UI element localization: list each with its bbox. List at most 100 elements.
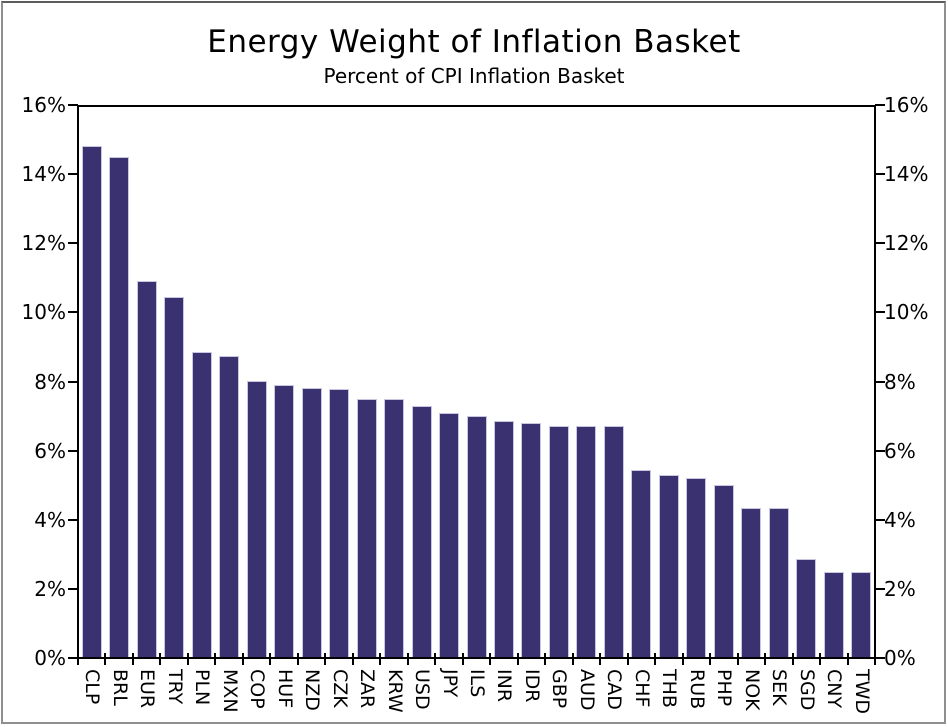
x-label-SEK: SEK xyxy=(768,669,791,706)
y-label-left-4: 4% xyxy=(34,508,66,532)
x-axis-tick xyxy=(572,653,574,665)
x-axis-tick xyxy=(682,653,684,665)
bar-ZAR xyxy=(356,399,377,658)
bar-COP xyxy=(246,381,267,658)
x-axis-tick xyxy=(489,653,491,665)
x-label-CAD: CAD xyxy=(603,669,626,710)
x-label-BRL: BRL xyxy=(108,669,131,706)
y-tick-right xyxy=(875,242,885,244)
y-tick-right xyxy=(875,311,885,313)
bar-NZD xyxy=(301,388,322,658)
y-label-right-10: 10% xyxy=(884,300,929,324)
x-axis-tick xyxy=(77,653,79,665)
x-label-PHP: PHP xyxy=(713,669,736,707)
x-label-IDR: IDR xyxy=(520,669,543,703)
bar-THB xyxy=(658,475,679,658)
x-label-SGD: SGD xyxy=(795,669,818,711)
x-axis-tick xyxy=(654,653,656,665)
bar-EUR xyxy=(136,281,157,658)
y-tick-right xyxy=(875,450,885,452)
x-label-HUF: HUF xyxy=(273,669,296,709)
x-axis-tick xyxy=(242,653,244,665)
y-tick-right xyxy=(875,173,885,175)
y-label-left-14: 14% xyxy=(21,162,66,186)
x-axis-tick xyxy=(462,653,464,665)
x-axis-tick xyxy=(434,653,436,665)
x-axis xyxy=(77,657,876,659)
x-axis-tick xyxy=(764,653,766,665)
y-label-left-16: 16% xyxy=(21,93,66,117)
bar-JPY xyxy=(439,413,460,658)
bar-KRW xyxy=(384,399,405,658)
bar-TRY xyxy=(164,297,185,658)
bar-CHF xyxy=(631,470,652,658)
x-axis-tick xyxy=(709,653,711,665)
x-label-COP: COP xyxy=(246,669,269,709)
x-label-INR: INR xyxy=(493,669,516,703)
plot-area xyxy=(78,105,875,658)
x-axis-tick xyxy=(737,653,739,665)
bar-CAD xyxy=(603,426,624,658)
bar-PLN xyxy=(191,352,212,658)
x-label-NOK: NOK xyxy=(740,669,763,711)
x-label-CNY: CNY xyxy=(823,669,846,709)
y-label-right-6: 6% xyxy=(884,439,916,463)
y-tick-left xyxy=(68,242,78,244)
x-axis-tick xyxy=(324,653,326,665)
bar-MXN xyxy=(219,356,240,658)
x-axis-tick xyxy=(269,653,271,665)
x-label-THB: THB xyxy=(658,669,681,708)
y-label-left-0: 0% xyxy=(34,646,66,670)
y-tick-right xyxy=(875,104,885,106)
x-axis-tick xyxy=(379,653,381,665)
bar-RUB xyxy=(686,478,707,658)
bar-SEK xyxy=(768,508,789,658)
chart-subtitle: Percent of CPI Inflation Basket xyxy=(323,64,625,88)
x-label-TRY: TRY xyxy=(163,669,186,705)
bar-PHP xyxy=(713,485,734,658)
x-label-AUD: AUD xyxy=(575,669,598,711)
y-label-right-14: 14% xyxy=(884,162,929,186)
x-label-CLP: CLP xyxy=(81,669,104,705)
y-tick-right xyxy=(875,519,885,521)
x-axis-tick xyxy=(874,653,876,665)
y-label-left-12: 12% xyxy=(21,231,66,255)
bar-CLP xyxy=(81,146,102,658)
bar-HUF xyxy=(274,385,295,658)
bar-SGD xyxy=(796,559,817,658)
bar-USD xyxy=(411,406,432,658)
y-tick-left xyxy=(68,657,78,659)
x-axis-tick xyxy=(159,653,161,665)
x-label-MXN: MXN xyxy=(218,669,241,713)
bar-CNY xyxy=(823,572,844,658)
x-label-EUR: EUR xyxy=(136,669,159,709)
y-label-left-10: 10% xyxy=(21,300,66,324)
y-label-left-2: 2% xyxy=(34,577,66,601)
x-axis-tick xyxy=(407,653,409,665)
y-tick-right xyxy=(875,588,885,590)
y-tick-left xyxy=(68,450,78,452)
x-label-TWD: TWD xyxy=(850,669,873,715)
x-axis-tick xyxy=(187,653,189,665)
bar-GBP xyxy=(548,426,569,658)
x-label-NZD: NZD xyxy=(301,669,324,711)
x-label-ZAR: ZAR xyxy=(356,669,379,709)
y-label-right-2: 2% xyxy=(884,577,916,601)
x-label-USD: USD xyxy=(411,669,434,710)
bar-BRL xyxy=(109,157,130,658)
chart-title: Energy Weight of Inflation Basket xyxy=(207,24,741,60)
y-tick-right xyxy=(875,657,885,659)
y-tick-left xyxy=(68,104,78,106)
y-label-left-6: 6% xyxy=(34,439,66,463)
y-tick-left xyxy=(68,381,78,383)
y-tick-left xyxy=(68,173,78,175)
bar-IDR xyxy=(521,423,542,658)
x-axis-tick xyxy=(792,653,794,665)
y-tick-left xyxy=(68,519,78,521)
x-axis-tick xyxy=(132,653,134,665)
bar-NOK xyxy=(741,508,762,658)
x-axis-tick xyxy=(819,653,821,665)
y-label-right-8: 8% xyxy=(884,370,916,394)
x-label-RUB: RUB xyxy=(685,669,708,710)
